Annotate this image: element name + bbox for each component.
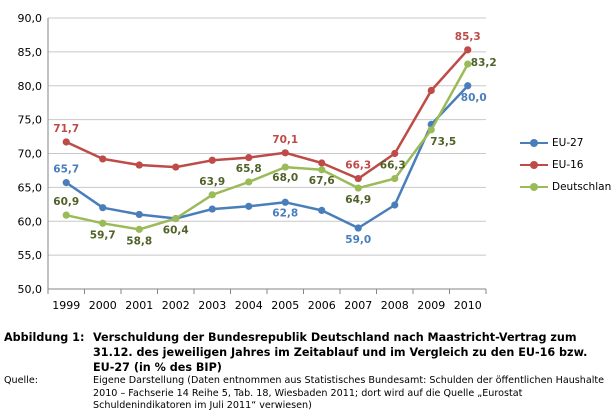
legend-swatch	[520, 138, 548, 148]
x-tick-label: 2004	[235, 299, 263, 312]
data-point	[281, 163, 289, 171]
data-label: 83,2	[471, 57, 497, 69]
x-tick-label: 2005	[271, 299, 299, 312]
y-tick-label: 55,0	[18, 249, 43, 262]
data-point	[172, 214, 180, 223]
data-point	[208, 205, 216, 213]
data-point	[354, 184, 362, 192]
legend-marker	[530, 139, 538, 147]
data-label: 71,7	[53, 123, 79, 135]
y-tick-label: 60,0	[18, 215, 43, 228]
data-label: 64,9	[345, 194, 371, 206]
data-label: 66,3	[345, 160, 371, 172]
y-tick-label: 75,0	[18, 114, 43, 127]
legend: EU-27 EU-16 Deutschland	[520, 132, 611, 198]
data-point	[464, 82, 472, 90]
data-point	[245, 202, 253, 210]
legend-item: Deutschland	[520, 176, 611, 198]
data-label: 65,7	[53, 164, 79, 176]
data-label: 59,7	[90, 229, 116, 241]
y-tick-label: 70,0	[18, 148, 43, 161]
y-tick-label: 85,0	[18, 46, 43, 59]
data-point	[354, 174, 362, 183]
data-point	[99, 155, 107, 163]
source-note: Quelle: Eigene Darstellung (Daten entnom…	[4, 375, 608, 413]
data-point	[318, 159, 326, 167]
series-line	[66, 63, 469, 231]
y-tick-label: 65,0	[18, 181, 43, 194]
y-tick-label: 50,0	[18, 283, 43, 296]
data-point	[135, 225, 143, 233]
data-point	[391, 174, 399, 183]
legend-swatch	[520, 182, 548, 192]
y-tick-label: 90,0	[18, 12, 43, 25]
data-point	[318, 166, 326, 174]
data-point	[172, 163, 180, 171]
data-point	[427, 126, 435, 134]
legend-label: Deutschland	[552, 181, 611, 193]
x-tick-label: 2002	[162, 299, 190, 312]
data-point	[245, 178, 253, 186]
data-point	[245, 153, 253, 162]
data-label: 62,8	[272, 207, 298, 219]
data-point	[354, 224, 362, 232]
x-tick-label: 2007	[344, 299, 372, 312]
caption-text: Verschuldung der Bundesrepublik Deutschl…	[93, 331, 588, 374]
data-point	[427, 86, 435, 95]
x-tick-label: 2003	[198, 299, 226, 312]
data-point	[318, 206, 326, 215]
legend-label: EU-16	[552, 159, 584, 171]
source-label: Quelle:	[4, 375, 38, 386]
x-tick-label: 2006	[308, 299, 336, 312]
data-label: 60,9	[53, 196, 79, 208]
y-tick-label: 80,0	[18, 80, 43, 93]
legend-swatch	[520, 160, 548, 170]
data-point	[464, 60, 472, 68]
caption-label: Abbildung 1:	[4, 331, 85, 344]
line-chart: 50,0 55,0 60,0 65,0 70,0 75,0 80,0 85,0 90,0 1999…	[18, 12, 497, 312]
data-point	[464, 46, 472, 54]
legend-item: EU-27	[520, 132, 611, 154]
data-point	[62, 211, 70, 219]
chart-area: 50,0 55,0 60,0 65,0 70,0 75,0 80,0 85,0 90,0 1999…	[18, 12, 611, 312]
data-point	[135, 161, 143, 169]
data-point	[391, 201, 399, 209]
data-label: 67,6	[309, 175, 335, 187]
figure-caption: Abbildung 1: Verschuldung der Bundesrepu…	[4, 330, 608, 375]
data-label: 66,3	[380, 160, 406, 172]
legend-marker	[530, 161, 538, 169]
data-label: 80,0	[461, 92, 487, 104]
data-label: 85,3	[455, 31, 481, 43]
data-point	[135, 210, 143, 219]
source-text: Eigene Darstellung (Daten entnommen aus …	[93, 375, 605, 411]
data-point	[208, 191, 216, 199]
legend-label: EU-27	[552, 137, 584, 149]
data-point	[62, 138, 70, 146]
data-label: 73,5	[430, 136, 456, 148]
data-label: 65,8	[236, 163, 262, 175]
x-tick-label: 2010	[454, 299, 482, 312]
data-point	[281, 198, 289, 206]
data-label: 59,0	[345, 234, 371, 246]
data-point	[99, 204, 107, 212]
series-line	[65, 84, 469, 230]
x-tick-label: 2001	[125, 299, 153, 312]
x-tick-label: 2008	[381, 299, 409, 312]
data-point	[281, 149, 289, 157]
x-tick-label: 2009	[417, 299, 445, 312]
data-point	[99, 219, 107, 227]
data-label: 63,9	[199, 176, 225, 188]
x-tick-label: 2000	[89, 299, 117, 312]
data-label: 68,0	[272, 172, 298, 184]
data-point	[208, 156, 216, 164]
series-line	[65, 48, 469, 180]
data-label: 58,8	[126, 235, 152, 247]
x-tick-label: 1999	[52, 299, 80, 312]
data-label: 60,4	[163, 225, 189, 237]
legend-marker	[530, 183, 538, 191]
legend-item: EU-16	[520, 154, 611, 176]
data-label: 70,1	[272, 134, 298, 146]
data-point	[62, 179, 70, 187]
data-point	[391, 149, 399, 158]
